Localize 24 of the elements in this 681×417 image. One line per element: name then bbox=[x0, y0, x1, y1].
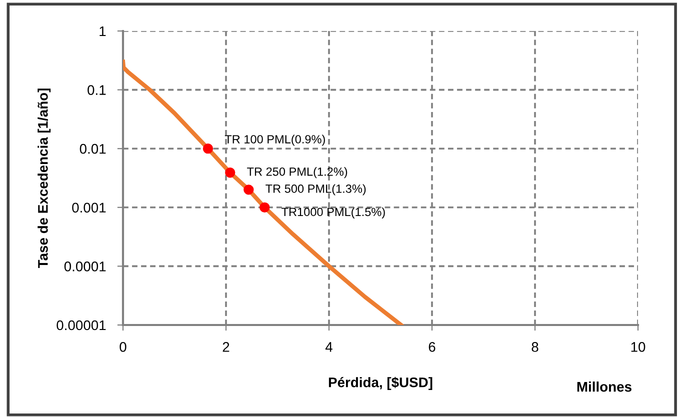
annotation: TR1000 PML(1.5%) bbox=[282, 207, 385, 218]
y-tick-label: 0.001 bbox=[72, 202, 106, 213]
y-tick-label: 0.1 bbox=[88, 85, 106, 95]
x-tick-label: 8 bbox=[532, 342, 538, 352]
y-tick-label: 0.0001 bbox=[64, 262, 106, 272]
point bbox=[260, 202, 270, 212]
annotation: TR 100 PML(0.9%) bbox=[224, 134, 325, 146]
x-axis-title: Pérdida, [$USD] bbox=[328, 376, 432, 390]
y-tick-label: 1 bbox=[100, 26, 106, 36]
point bbox=[202, 144, 214, 154]
y-tick-label: 0.00001 bbox=[56, 320, 106, 330]
y-tick-label: 0.01 bbox=[80, 144, 106, 154]
x-tick-label: 4 bbox=[325, 342, 332, 352]
y-axis-title: Tase de Excedencia [1/año] bbox=[38, 88, 51, 268]
line-series bbox=[123, 60, 404, 325]
x-tick-label: 10 bbox=[631, 342, 646, 352]
point bbox=[225, 168, 236, 178]
x-tick-label: 0 bbox=[120, 342, 126, 352]
x-tick-label: 6 bbox=[428, 342, 436, 352]
x-tick-label: 2 bbox=[222, 342, 230, 352]
annotation: TR 500 PML(1.3%) bbox=[266, 184, 366, 196]
point bbox=[244, 184, 254, 195]
annotation: TR 250 PML(1.2%) bbox=[247, 167, 348, 178]
text: Millones bbox=[577, 382, 632, 392]
